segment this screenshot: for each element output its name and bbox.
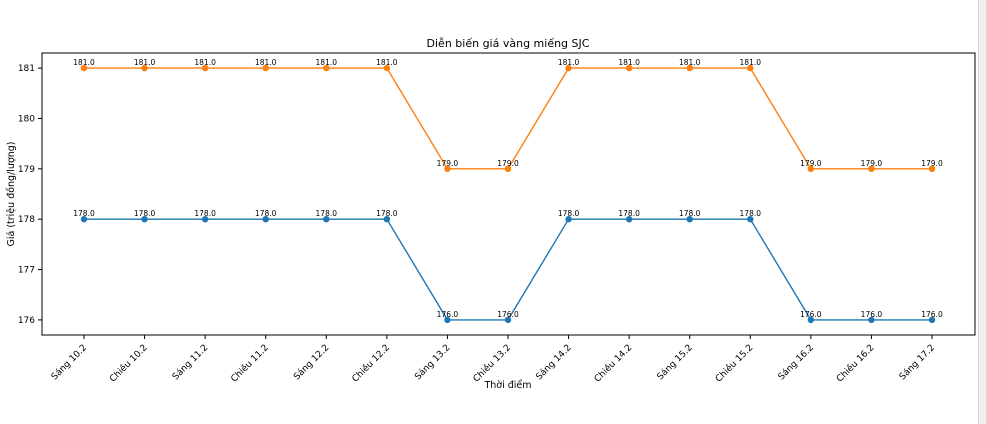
x-tick-label: Sáng 16.2 <box>777 343 816 382</box>
plot-area <box>41 52 976 336</box>
data-point <box>807 316 815 324</box>
x-tick-label: Chiều 13.2 <box>471 342 513 384</box>
data-point <box>928 165 936 173</box>
x-tick-label: Sáng 11.2 <box>171 343 210 382</box>
data-label: 178.0 <box>255 209 277 218</box>
data-point <box>323 215 330 223</box>
data-label: 181.0 <box>134 58 156 67</box>
data-label: 176.0 <box>437 310 459 319</box>
data-label: 176.0 <box>800 310 822 319</box>
data-point <box>201 215 209 223</box>
series-2: 181.0 181.0 181.0 181.0 181.0 181.0 179.0 179.0… <box>73 58 943 173</box>
series-1: 178.0 178.0 178.0 178.0 178.0 178.0 176.0 176.0… <box>73 209 943 324</box>
data-label: 181.0 <box>73 58 95 67</box>
data-point <box>625 64 633 72</box>
data-point <box>383 64 391 72</box>
data-label: 178.0 <box>316 209 338 218</box>
data-point <box>444 165 451 173</box>
data-point <box>747 64 754 72</box>
data-point <box>383 215 391 223</box>
data-point <box>323 64 330 72</box>
x-tick-label: Sáng 12.2 <box>292 343 331 382</box>
data-label: 179.0 <box>497 159 519 168</box>
data-point <box>928 316 936 324</box>
y-tick-label: 181 <box>18 64 35 74</box>
series-line <box>84 218 932 321</box>
data-label: 176.0 <box>861 310 883 319</box>
data-label: 179.0 <box>921 159 943 168</box>
data-point <box>262 215 269 223</box>
data-point <box>868 316 875 324</box>
data-point <box>686 64 693 72</box>
data-point <box>868 165 875 173</box>
data-point <box>201 64 209 72</box>
data-label: 181.0 <box>255 58 277 67</box>
data-point <box>565 215 572 223</box>
data-label: 178.0 <box>618 209 640 218</box>
data-label: 178.0 <box>376 209 398 218</box>
x-tick-label: Sáng 13.2 <box>413 343 452 382</box>
x-tick-label: Sáng 14.2 <box>534 343 573 382</box>
data-point <box>444 316 451 324</box>
data-point <box>686 215 693 223</box>
x-tick-label: Chiều 12.2 <box>350 342 392 384</box>
data-point <box>141 215 148 223</box>
data-label: 178.0 <box>740 209 762 218</box>
data-label: 179.0 <box>800 159 822 168</box>
data-point <box>625 215 633 223</box>
data-label: 178.0 <box>73 209 95 218</box>
data-label: 178.0 <box>679 209 701 218</box>
data-point <box>565 64 572 72</box>
data-label: 176.0 <box>921 310 943 319</box>
chart-title: Diễn biến giá vàng miếng SJC <box>427 37 590 50</box>
data-label: 178.0 <box>558 209 580 218</box>
data-point <box>141 64 148 72</box>
data-label: 181.0 <box>679 58 701 67</box>
data-point <box>747 215 754 223</box>
data-point <box>504 165 512 173</box>
y-tick-label: 180 <box>18 114 35 124</box>
x-tick-label: Sáng 15.2 <box>656 343 695 382</box>
y-axis-ticks: 176 177 178 179 180 181 <box>18 64 42 326</box>
x-tick-label: Sáng 17.2 <box>898 343 937 382</box>
data-point <box>504 316 512 324</box>
data-point <box>262 64 269 72</box>
y-tick-label: 178 <box>18 215 35 225</box>
data-label: 181.0 <box>316 58 338 67</box>
window-edge <box>978 0 986 424</box>
x-tick-label: Sáng 10.2 <box>50 343 89 382</box>
data-label: 181.0 <box>618 58 640 67</box>
series-line <box>84 67 932 170</box>
data-point <box>80 64 88 72</box>
data-point <box>80 215 88 223</box>
x-tick-label: Chiều 16.2 <box>834 342 876 384</box>
series-layer: 178.0 178.0 178.0 178.0 178.0 178.0 176.0 176.0… <box>73 58 943 324</box>
data-label: 178.0 <box>134 209 156 218</box>
data-label: 181.0 <box>376 58 398 67</box>
data-point <box>807 165 815 173</box>
data-label: 181.0 <box>194 58 216 67</box>
y-tick-label: 176 <box>18 316 35 326</box>
x-tick-label: Chiều 10.2 <box>108 342 150 384</box>
data-label: 181.0 <box>740 58 762 67</box>
data-label: 176.0 <box>497 310 519 319</box>
data-label: 179.0 <box>861 159 883 168</box>
data-label: 181.0 <box>558 58 580 67</box>
x-tick-label: Chiều 14.2 <box>592 342 634 384</box>
y-tick-label: 179 <box>18 165 35 175</box>
y-tick-label: 177 <box>18 266 35 276</box>
x-axis-label: Thời điểm <box>483 380 531 391</box>
y-axis-label: Giá (triệu đồng/lượng) <box>6 141 17 246</box>
data-label: 178.0 <box>194 209 216 218</box>
data-label: 179.0 <box>437 159 459 168</box>
x-axis-ticks: Sáng 10.2 Chiều 10.2 Sáng 11.2 Chiều 11.2 Sá… <box>50 335 937 385</box>
x-tick-label: Chiều 15.2 <box>713 342 755 384</box>
x-tick-label: Chiều 11.2 <box>229 342 271 384</box>
